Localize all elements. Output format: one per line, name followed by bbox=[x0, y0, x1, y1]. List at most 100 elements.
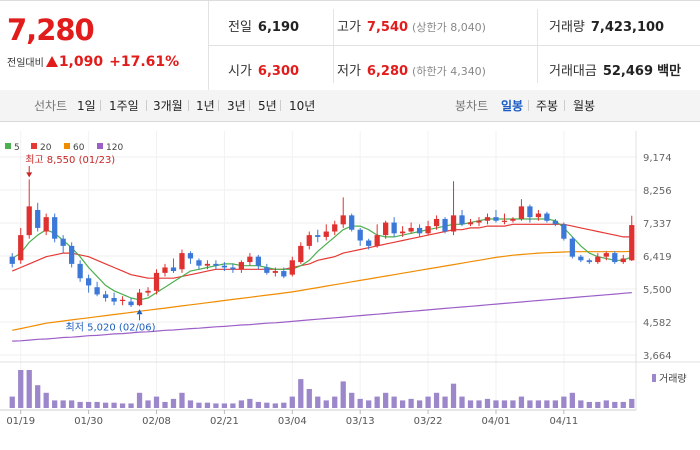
volume-bar bbox=[153, 396, 160, 408]
volume-bar bbox=[136, 392, 143, 408]
volume-bar bbox=[9, 396, 15, 408]
low-annotation: 최저 5,020 (02/06) bbox=[66, 321, 156, 333]
candlesticks bbox=[9, 179, 635, 307]
toolbar-divider bbox=[218, 100, 219, 111]
monthly-candle-button[interactable]: 월봉 bbox=[573, 99, 596, 113]
legend-label: 120 bbox=[106, 143, 123, 153]
stats-divider bbox=[208, 45, 700, 46]
low-arrow-head bbox=[136, 309, 143, 315]
volume-bar bbox=[467, 400, 474, 408]
volume-bar bbox=[145, 400, 151, 408]
volume-bar bbox=[119, 403, 126, 408]
candle-body bbox=[467, 222, 474, 225]
candle-body bbox=[374, 235, 380, 246]
volume-bar bbox=[442, 396, 448, 408]
volume-bar bbox=[69, 400, 75, 408]
candle-body bbox=[552, 220, 559, 225]
period-5y-button[interactable]: 5년 bbox=[258, 99, 277, 113]
candle-body bbox=[162, 267, 168, 273]
x-tick-label: 04/01 bbox=[482, 416, 511, 427]
volume-bar bbox=[552, 400, 559, 408]
candle-body bbox=[629, 225, 635, 261]
candle-body bbox=[26, 206, 32, 236]
ma60-line bbox=[12, 250, 632, 331]
candle-body bbox=[408, 227, 414, 232]
change-percent: +17.61% bbox=[109, 54, 180, 70]
volume-bar bbox=[187, 400, 194, 408]
volume-bar bbox=[493, 400, 499, 408]
candle-body bbox=[230, 267, 236, 270]
volume-bar bbox=[476, 400, 482, 408]
candle-body bbox=[510, 218, 516, 221]
candle-body bbox=[102, 294, 109, 299]
period-3m-button[interactable]: 3개월 bbox=[153, 99, 183, 113]
period-1y-button[interactable]: 1년 bbox=[196, 99, 215, 113]
candle-body bbox=[357, 229, 363, 241]
volume-bar bbox=[204, 402, 211, 408]
candle-body bbox=[340, 215, 346, 225]
candle-body bbox=[501, 220, 508, 222]
candle-body bbox=[484, 217, 491, 221]
candle-body bbox=[569, 238, 575, 257]
candle-body bbox=[425, 226, 431, 234]
x-axis: 01/19 01/30 02/08 02/21 03/04 03/13 03/22 04/01… bbox=[0, 409, 636, 427]
period-1d-button[interactable]: 1일 bbox=[77, 99, 96, 113]
volume-bar bbox=[527, 400, 533, 408]
volume-bar bbox=[349, 392, 355, 408]
period-10y-button[interactable]: 10년 bbox=[289, 99, 316, 113]
toolbar-divider bbox=[528, 100, 529, 111]
quote-header: 7,280 전일대비 1,090 +17.61% 전일 6,190 고가 7,540 (상… bbox=[0, 0, 700, 92]
toolbar-divider bbox=[188, 100, 189, 111]
candle-body bbox=[306, 235, 312, 246]
volume-bar bbox=[281, 402, 287, 408]
volume-bar bbox=[595, 401, 601, 408]
y-tick-label: 5,500 bbox=[643, 285, 672, 296]
line-chart-label: 선차트 bbox=[34, 99, 68, 113]
candle-body bbox=[85, 278, 92, 286]
volume-bar bbox=[620, 401, 626, 408]
stat-low: 저가 6,280 (하한가 4,340) bbox=[337, 64, 486, 79]
volume-bar bbox=[315, 396, 321, 408]
volume-bar bbox=[196, 402, 202, 408]
volume-bar bbox=[221, 403, 228, 408]
y-tick-label: 9,174 bbox=[643, 153, 672, 164]
weekly-candle-button[interactable]: 주봉 bbox=[536, 99, 559, 113]
volume-bar bbox=[629, 398, 635, 408]
candle-body bbox=[179, 253, 185, 270]
candle-body bbox=[213, 263, 219, 266]
candle-body bbox=[561, 224, 567, 239]
candle-body bbox=[527, 206, 533, 218]
ma5-line bbox=[11, 218, 633, 301]
candle-body bbox=[119, 299, 126, 302]
x-tick-label: 03/13 bbox=[346, 416, 375, 427]
volume-bar bbox=[357, 398, 363, 408]
candle-body bbox=[578, 256, 584, 261]
volume-bar bbox=[408, 398, 414, 408]
volume-bar bbox=[332, 396, 338, 408]
volume-bar bbox=[399, 400, 406, 408]
period-3y-button[interactable]: 3년 bbox=[227, 99, 246, 113]
candle-body bbox=[52, 217, 58, 239]
price-box: 7,280 전일대비 1,090 +17.61% bbox=[0, 1, 209, 91]
change-row: 전일대비 1,090 +17.61% bbox=[7, 54, 179, 70]
candle-body bbox=[603, 253, 609, 257]
toolbar-divider bbox=[100, 100, 101, 111]
legend-swatch bbox=[5, 143, 11, 149]
period-1w-button[interactable]: 1주일 bbox=[109, 99, 139, 113]
volume-bar bbox=[77, 401, 83, 408]
y-tick-label: 3,664 bbox=[643, 351, 672, 362]
up-triangle-icon bbox=[45, 56, 58, 67]
candle-body bbox=[298, 245, 304, 263]
candle-body bbox=[221, 265, 228, 268]
legend-swatch bbox=[97, 143, 103, 149]
volume-bar bbox=[52, 400, 58, 408]
candle-body bbox=[9, 256, 15, 264]
candle-body bbox=[238, 262, 245, 270]
moving-average-lines bbox=[11, 218, 633, 342]
legend-label: 60 bbox=[73, 143, 85, 153]
volume-bar bbox=[578, 400, 584, 408]
daily-candle-button[interactable]: 일봉 bbox=[501, 99, 524, 113]
volume-bar bbox=[247, 398, 253, 408]
legend-swatch bbox=[64, 143, 70, 149]
volume-bar bbox=[510, 400, 516, 408]
